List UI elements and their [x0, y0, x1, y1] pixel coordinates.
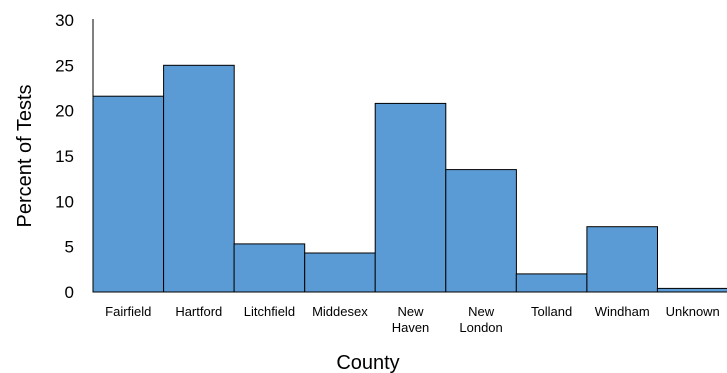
- x-tick-label: Tolland: [531, 304, 572, 319]
- bar-fairfield: [92, 95, 165, 293]
- x-tick-label-line: Unknown: [666, 304, 720, 319]
- bar-litchfield: [233, 243, 306, 293]
- bar-hartford: [163, 64, 235, 293]
- bar-tolland: [515, 273, 588, 293]
- y-tick-label: 10: [55, 192, 74, 211]
- y-tick-label: 30: [55, 11, 74, 30]
- x-tick-label: Hartford: [175, 304, 222, 319]
- x-tick-label-line: Middesex: [312, 304, 368, 319]
- x-tick-label: Middesex: [312, 304, 368, 319]
- bar-new-london: [445, 169, 517, 293]
- x-tick-label-line: Tolland: [531, 304, 572, 319]
- y-axis-title: Percent of Tests: [14, 84, 36, 227]
- y-tick-label: 5: [65, 238, 74, 257]
- bars: [92, 64, 727, 293]
- x-tick-label-line: New: [397, 304, 424, 319]
- y-tick-label: 20: [55, 102, 74, 121]
- y-tick-label: 25: [55, 56, 74, 75]
- y-tick-label: 0: [65, 283, 74, 302]
- x-tick-label: New London: [459, 304, 502, 335]
- x-tick-label-line: Windham: [595, 304, 650, 319]
- bar-unknown: [656, 287, 727, 293]
- x-tick-label: Unknown: [666, 304, 720, 319]
- y-tick-labels: 0 5 10 15 20 25 30: [55, 11, 74, 302]
- x-category-labels: Fairfield Hartford Litchfield Middesex New Ha…: [105, 304, 720, 335]
- bar-new-haven: [374, 102, 447, 293]
- x-tick-label-line: Haven: [392, 320, 430, 335]
- x-tick-label-line: London: [459, 320, 502, 335]
- x-tick-label: Windham: [595, 304, 650, 319]
- x-tick-label-line: Hartford: [175, 304, 222, 319]
- x-axis-title: County: [336, 352, 399, 373]
- x-tick-label: Litchfield: [244, 304, 295, 319]
- x-tick-label: Fairfield: [105, 304, 151, 319]
- x-tick-label: New Haven: [392, 304, 430, 335]
- x-tick-label-line: Litchfield: [244, 304, 295, 319]
- bar-middesex: [304, 252, 376, 293]
- x-tick-label-line: New: [468, 304, 495, 319]
- bar-windham: [586, 226, 659, 293]
- x-tick-label-line: Fairfield: [105, 304, 151, 319]
- y-tick-label: 15: [55, 147, 74, 166]
